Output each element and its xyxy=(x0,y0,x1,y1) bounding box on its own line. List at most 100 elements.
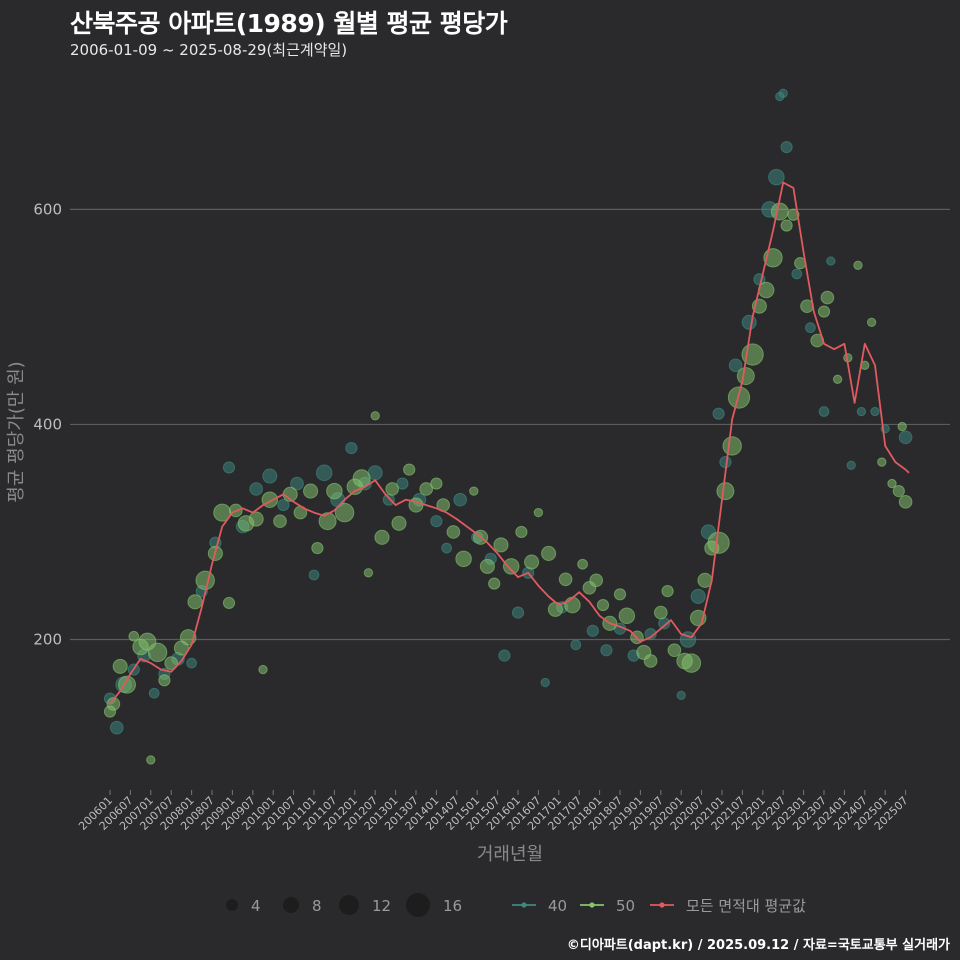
data-point-area-50 xyxy=(303,483,319,499)
legend-size-label: 12 xyxy=(372,897,391,915)
data-point-area-50 xyxy=(318,512,337,531)
data-point-area-50 xyxy=(455,550,472,568)
data-point-area-50 xyxy=(446,525,461,539)
legend-size-label: 16 xyxy=(443,897,462,915)
data-point-area-50 xyxy=(541,545,557,561)
legend-area-label: 모든 면적대 평균값 xyxy=(686,897,806,915)
data-point-area-50 xyxy=(564,596,581,614)
data-point-area-50 xyxy=(112,658,128,674)
data-point-area-50 xyxy=(770,202,789,221)
data-point-area-40 xyxy=(382,493,395,506)
legend: 4 8 12 16 40 50 모든 면적대 평균값 xyxy=(226,893,806,917)
points-area-50 xyxy=(103,202,913,765)
credit-line: ©디아파트(dapt.kr) / 2025.09.12 / 자료=국토교통부 실… xyxy=(566,938,950,953)
legend-point-swatch xyxy=(521,902,527,908)
data-point-area-50 xyxy=(403,463,416,476)
data-point-area-40 xyxy=(308,569,320,581)
data-point-area-50 xyxy=(164,656,179,670)
data-point-area-50 xyxy=(128,630,140,642)
data-point-area-50 xyxy=(222,596,236,610)
data-point-area-50 xyxy=(187,594,203,610)
data-point-area-50 xyxy=(707,531,730,554)
data-point-area-40 xyxy=(728,358,743,373)
data-point-area-50 xyxy=(877,457,887,467)
data-point-area-40 xyxy=(826,256,836,266)
data-point-area-40 xyxy=(498,649,511,662)
legend-area-label: 40 xyxy=(548,897,567,915)
data-point-area-50 xyxy=(898,495,913,509)
data-point-area-40 xyxy=(586,624,599,637)
data-point-area-40 xyxy=(441,542,452,554)
data-point-area-50 xyxy=(661,584,674,598)
data-point-area-40 xyxy=(644,627,657,641)
data-point-area-50 xyxy=(479,558,495,574)
x-axis-ticks: 2006012006072007012007072008012008072009… xyxy=(76,790,911,833)
data-point-area-50 xyxy=(780,219,793,232)
data-point-area-50 xyxy=(334,502,355,523)
chart-title: 산북주공 아파트(1989) 월별 평균 평당가 xyxy=(70,9,508,38)
legend-size-circle xyxy=(283,897,299,913)
data-point-area-50 xyxy=(681,653,702,673)
legend-size-label: 8 xyxy=(312,897,322,915)
data-point-area-40 xyxy=(778,88,788,98)
data-point-area-50 xyxy=(311,541,324,555)
data-point-area-40 xyxy=(430,515,443,528)
data-point-area-50 xyxy=(892,484,905,498)
data-point-area-50 xyxy=(722,436,742,456)
data-point-area-50 xyxy=(866,317,877,327)
data-point-area-40 xyxy=(511,606,525,619)
data-point-area-50 xyxy=(613,588,627,601)
y-tick-label: 600 xyxy=(33,200,62,218)
data-point-area-40 xyxy=(396,477,409,490)
data-point-area-50 xyxy=(273,514,287,529)
data-point-area-40 xyxy=(453,492,468,507)
x-axis-title: 거래년월 xyxy=(477,844,543,865)
data-point-area-50 xyxy=(419,482,434,496)
data-point-area-50 xyxy=(653,605,668,620)
data-point-area-50 xyxy=(374,529,390,545)
data-point-area-50 xyxy=(832,374,843,384)
data-point-area-50 xyxy=(352,469,371,488)
data-point-area-50 xyxy=(897,421,907,432)
data-point-area-40 xyxy=(791,268,803,280)
data-point-area-50 xyxy=(370,411,380,421)
legend-point-swatch xyxy=(589,902,595,908)
data-point-area-40 xyxy=(856,406,867,417)
data-point-area-40 xyxy=(805,322,816,334)
data-point-area-40 xyxy=(222,461,236,474)
data-point-area-50 xyxy=(817,305,831,318)
data-point-area-50 xyxy=(118,675,136,694)
data-point-area-50 xyxy=(787,208,800,221)
grid-layer xyxy=(70,208,950,641)
data-point-area-50 xyxy=(502,558,520,575)
data-point-area-50 xyxy=(258,664,268,675)
data-point-area-50 xyxy=(524,554,540,570)
data-point-area-50 xyxy=(716,482,735,501)
data-point-area-50 xyxy=(643,654,658,668)
data-point-area-50 xyxy=(488,577,501,590)
data-point-area-50 xyxy=(391,515,407,531)
data-point-area-50 xyxy=(667,643,682,658)
data-point-area-40 xyxy=(540,677,550,688)
data-point-area-40 xyxy=(712,407,725,420)
data-point-area-50 xyxy=(469,486,479,496)
data-point-area-50 xyxy=(146,755,156,765)
average-line-layer xyxy=(109,181,910,705)
data-point-area-50 xyxy=(515,525,528,539)
data-point-area-40 xyxy=(898,430,913,445)
data-point-area-50 xyxy=(577,558,588,570)
y-axis-ticks: 200 400 600 xyxy=(33,200,62,648)
data-point-area-50 xyxy=(493,537,509,553)
data-point-area-40 xyxy=(818,406,830,417)
data-point-area-50 xyxy=(727,386,751,409)
data-point-area-40 xyxy=(315,464,333,482)
data-point-area-50 xyxy=(589,573,604,588)
data-point-area-50 xyxy=(533,507,544,518)
y-tick-label: 400 xyxy=(33,415,62,433)
data-point-area-40 xyxy=(345,441,358,455)
data-point-area-50 xyxy=(596,598,610,612)
chart-subtitle: 2006-01-09 ~ 2025-08-29(최근계약일) xyxy=(70,41,348,59)
y-tick-label: 200 xyxy=(33,630,62,648)
data-point-area-40 xyxy=(600,644,613,657)
